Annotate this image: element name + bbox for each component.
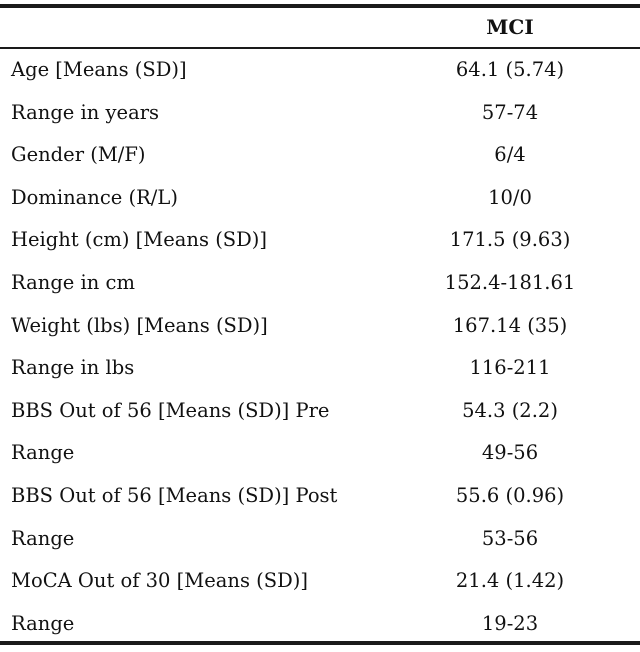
table-bottom-rule [0,641,640,645]
row-label: Dominance (R/L) [11,185,178,209]
header-mci: MCI [486,15,534,39]
table-row: Range 49-56 [0,432,640,475]
row-value: 54.3 (2.2) [462,398,558,422]
row-label: Gender (M/F) [11,143,146,167]
table-row: BBS Out of 56 [Means (SD)] Post 55.6 (0.… [0,475,640,518]
row-label: Weight (lbs) [Means (SD)] [11,313,268,337]
table-row: Weight (lbs) [Means (SD)] 167.14 (35) [0,305,640,348]
row-label: BBS Out of 56 [Means (SD)] Pre [11,398,330,422]
table-body: Age [Means (SD)] 64.1 (5.74) Range in ye… [0,49,640,645]
row-value: 57-74 [481,100,539,124]
row-value: 49-56 [481,441,539,465]
table-top-rule [0,4,640,8]
row-label: MoCA Out of 30 [Means (SD)] [11,569,308,593]
row-value: 19-23 [481,611,539,635]
table-header-row: MCI [0,8,640,47]
row-label: Range [11,441,75,465]
row-value: 10/0 [488,185,532,209]
row-value: 152.4-181.61 [444,270,576,294]
row-label: Range [11,526,75,550]
table-row: Range 53-56 [0,518,640,561]
row-label: Range [11,611,75,635]
table-row: Range in years 57-74 [0,92,640,135]
row-value: 55.6 (0.96) [455,483,565,507]
row-label: Range in lbs [11,356,135,380]
header-rule [0,47,640,49]
table-row: Range in cm 152.4-181.61 [0,262,640,305]
table-row: MoCA Out of 30 [Means (SD)] 21.4 (1.42) [0,560,640,603]
row-value: 116-211 [469,356,551,380]
table-row: Height (cm) [Means (SD)] 171.5 (9.63) [0,219,640,262]
row-value: 171.5 (9.63) [449,228,571,252]
row-label: BBS Out of 56 [Means (SD)] Post [11,483,338,507]
row-label: Range in years [11,100,160,124]
row-value: 21.4 (1.42) [455,569,565,593]
table-row: Dominance (R/L) 10/0 [0,177,640,220]
row-value: 167.14 (35) [452,313,568,337]
table-row: BBS Out of 56 [Means (SD)] Pre 54.3 (2.2… [0,390,640,433]
row-label: Range in cm [11,270,135,294]
table-row: Range 19-23 [0,603,640,646]
row-value: 6/4 [494,143,526,167]
table-row: Range in lbs 116-211 [0,347,640,390]
table-row: Age [Means (SD)] 64.1 (5.74) [0,49,640,92]
row-value: 64.1 (5.74) [455,58,565,81]
row-label: Age [Means (SD)] [11,58,187,81]
row-label: Height (cm) [Means (SD)] [11,228,268,252]
table-row: Gender (M/F) 6/4 [0,134,640,177]
row-value: 53-56 [481,526,539,550]
